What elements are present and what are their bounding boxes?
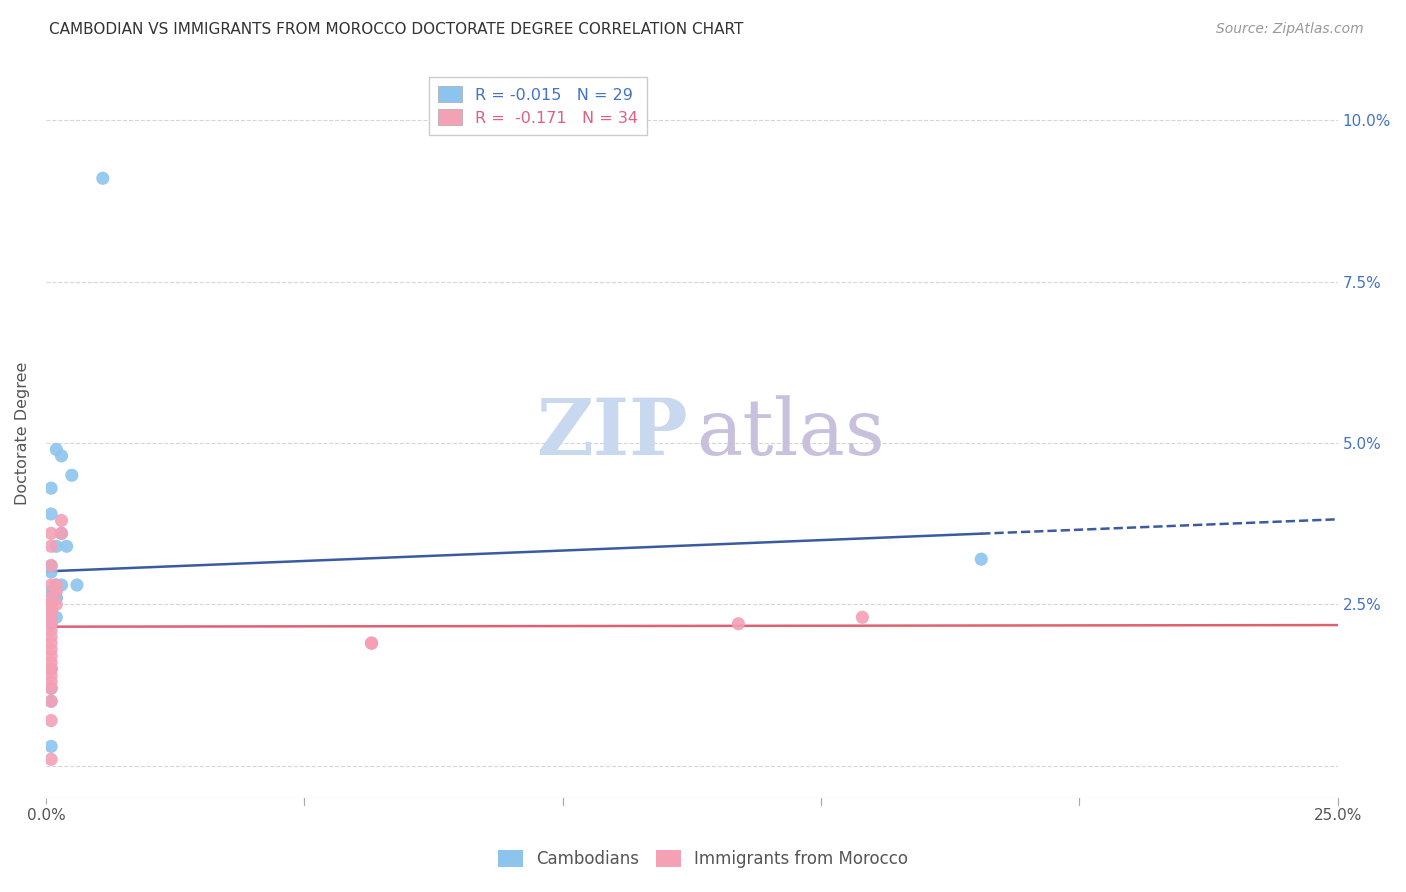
Point — [45, 578, 67, 592]
Point — [360, 636, 382, 650]
Point — [39, 610, 62, 624]
Point — [39, 636, 62, 650]
Point — [39, 681, 62, 696]
Point — [39, 630, 62, 644]
Point — [51, 449, 73, 463]
Point — [39, 584, 62, 599]
Point — [970, 552, 993, 566]
Point — [45, 591, 67, 605]
Point — [39, 578, 62, 592]
Point — [39, 681, 62, 696]
Text: atlas: atlas — [696, 395, 884, 471]
Legend: Cambodians, Immigrants from Morocco: Cambodians, Immigrants from Morocco — [491, 843, 915, 875]
Point — [39, 694, 62, 708]
Point — [39, 694, 62, 708]
Point — [39, 598, 62, 612]
Point — [60, 468, 83, 483]
Point — [51, 578, 73, 592]
Point — [39, 481, 62, 495]
Point — [39, 604, 62, 618]
Point — [51, 526, 73, 541]
Point — [39, 598, 62, 612]
Point — [39, 752, 62, 766]
Point — [39, 604, 62, 618]
Point — [39, 507, 62, 521]
Point — [45, 539, 67, 553]
Point — [39, 565, 62, 579]
Text: CAMBODIAN VS IMMIGRANTS FROM MOROCCO DOCTORATE DEGREE CORRELATION CHART: CAMBODIAN VS IMMIGRANTS FROM MOROCCO DOC… — [49, 22, 744, 37]
Point — [39, 610, 62, 624]
Point — [39, 616, 62, 631]
Point — [39, 539, 62, 553]
Point — [45, 591, 67, 605]
Point — [45, 610, 67, 624]
Point — [39, 598, 62, 612]
Point — [39, 662, 62, 676]
Y-axis label: Doctorate Degree: Doctorate Degree — [15, 361, 30, 505]
Point — [55, 539, 77, 553]
Point — [39, 558, 62, 573]
Point — [39, 674, 62, 689]
Point — [39, 739, 62, 754]
Point — [45, 442, 67, 457]
Point — [39, 616, 62, 631]
Point — [39, 662, 62, 676]
Point — [39, 558, 62, 573]
Point — [39, 714, 62, 728]
Point — [39, 662, 62, 676]
Text: Source: ZipAtlas.com: Source: ZipAtlas.com — [1216, 22, 1364, 37]
Point — [51, 526, 73, 541]
Text: ZIP: ZIP — [536, 395, 688, 471]
Point — [39, 616, 62, 631]
Point — [39, 624, 62, 638]
Point — [45, 584, 67, 599]
Legend: R = -0.015   N = 29, R =  -0.171   N = 34: R = -0.015 N = 29, R = -0.171 N = 34 — [429, 77, 648, 136]
Point — [39, 668, 62, 682]
Point — [39, 604, 62, 618]
Point — [39, 526, 62, 541]
Point — [91, 171, 114, 186]
Point — [39, 648, 62, 663]
Point — [851, 610, 873, 624]
Point — [66, 578, 89, 592]
Point — [45, 598, 67, 612]
Point — [51, 513, 73, 527]
Point — [45, 578, 67, 592]
Point — [360, 636, 382, 650]
Point — [39, 642, 62, 657]
Point — [39, 584, 62, 599]
Point — [727, 616, 749, 631]
Point — [39, 656, 62, 670]
Point — [39, 591, 62, 605]
